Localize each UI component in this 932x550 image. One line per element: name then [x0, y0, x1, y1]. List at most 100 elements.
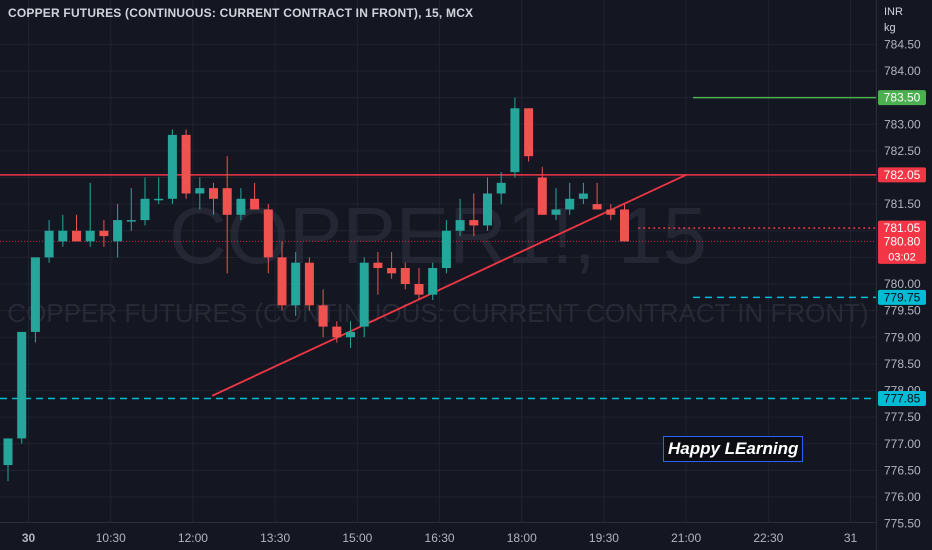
candle [222, 156, 232, 274]
candle [524, 108, 534, 162]
currency-label: INR [884, 6, 903, 18]
candle [387, 252, 397, 279]
candle-body [524, 108, 534, 157]
candle [578, 182, 588, 205]
price-label-text: 779.75 [884, 290, 921, 304]
candles [3, 97, 629, 482]
price-tick-label: 775.50 [884, 517, 921, 531]
price-label-text: 782.05 [884, 168, 921, 182]
price-tick-label: 781.50 [884, 197, 921, 211]
candle [154, 177, 164, 205]
candle-body [455, 220, 465, 231]
candle-body [537, 177, 547, 215]
horizontal-lines[interactable] [0, 96, 876, 400]
candle-body [414, 284, 424, 295]
candle-body [332, 326, 342, 338]
currency-unit[interactable]: INR kg [884, 4, 903, 36]
candle-body [181, 134, 191, 194]
candle [236, 188, 246, 221]
price-tick-label: 782.50 [884, 144, 921, 158]
candle-body [400, 268, 410, 284]
candle-body [592, 204, 602, 210]
candle [304, 257, 314, 311]
candle-body [304, 262, 314, 306]
time-tick-label: 22:30 [753, 531, 783, 545]
candle-body [113, 220, 123, 242]
time-tick-label: 31 [844, 531, 858, 545]
unit-label: kg [884, 22, 896, 34]
candle [346, 321, 355, 348]
candle [113, 204, 123, 258]
price-label-box [878, 233, 926, 264]
price-tick-label: 784.50 [884, 37, 921, 51]
price-label-box [878, 220, 926, 236]
candle [291, 252, 301, 316]
candle [483, 177, 492, 231]
candle [510, 97, 520, 178]
candle-body [222, 188, 232, 215]
candle-body [167, 134, 177, 199]
candle [414, 268, 424, 300]
note-text-box[interactable]: Happy LEarning [663, 436, 804, 462]
chart-title: COPPER FUTURES (CONTINUOUS: CURRENT CONT… [8, 6, 474, 20]
time-tick-label: 13:30 [260, 531, 290, 545]
price-tick-label: 783.00 [884, 117, 921, 131]
candle [72, 214, 81, 242]
candle-body [291, 262, 301, 306]
candle-body [578, 193, 588, 199]
candle-body [3, 438, 13, 466]
candle-body [58, 230, 68, 242]
price-label-box [878, 90, 926, 106]
candle [250, 182, 260, 210]
watermark-description: COPPER FUTURES (CONTINUOUS: CURRENT CONT… [7, 298, 868, 328]
candle [565, 182, 575, 215]
candle-body [359, 262, 369, 327]
candle-body [277, 257, 287, 306]
candle-body [551, 209, 561, 215]
candle [455, 198, 465, 237]
price-label-text: 783.50 [884, 91, 921, 105]
candle-body [510, 108, 520, 173]
candle [167, 129, 177, 205]
candle-body [17, 331, 27, 439]
candle [359, 257, 369, 338]
price-tick-label: 777.50 [884, 410, 921, 424]
candle-body [565, 198, 575, 210]
candle-body [85, 230, 95, 242]
time-tick-label: 18:00 [507, 531, 537, 545]
price-tick-label: 777.00 [884, 437, 921, 451]
candle [373, 252, 383, 295]
candle [318, 289, 328, 338]
candle [181, 129, 191, 199]
grid [0, 0, 876, 525]
candle-body [126, 220, 136, 222]
candle-body [236, 198, 246, 215]
price-axis[interactable]: 775.50776.00776.50777.00777.50778.00778.… [876, 0, 932, 550]
candle-body [44, 230, 54, 258]
candle [17, 331, 27, 444]
price-tick-label: 776.00 [884, 490, 921, 504]
candle [277, 241, 287, 311]
price-label-box [878, 289, 926, 305]
price-label-text: 777.85 [884, 391, 921, 405]
time-tick-label: 16:30 [425, 531, 455, 545]
time-axis[interactable]: 30 10:30 12:00 13:30 15:00 16:30 18:00 19:30 21:… [0, 522, 932, 550]
candle-body [469, 220, 479, 226]
candle-body [209, 188, 218, 199]
time-tick-label: 21:00 [671, 531, 701, 545]
candle-body [373, 262, 383, 269]
time-tick-label: 30 [22, 531, 36, 545]
candle [209, 182, 218, 215]
candle [592, 182, 602, 210]
price-label-text: 780.80 [884, 234, 921, 248]
candle [85, 182, 95, 247]
candle-body [441, 230, 451, 269]
time-tick-label: 19:30 [589, 531, 619, 545]
candle [469, 193, 479, 237]
countdown-label: 03:02 [888, 251, 916, 263]
time-tick-label: 10:30 [96, 531, 126, 545]
price-tick-label: 776.50 [884, 463, 921, 477]
price-tick-label: 778.50 [884, 357, 921, 371]
